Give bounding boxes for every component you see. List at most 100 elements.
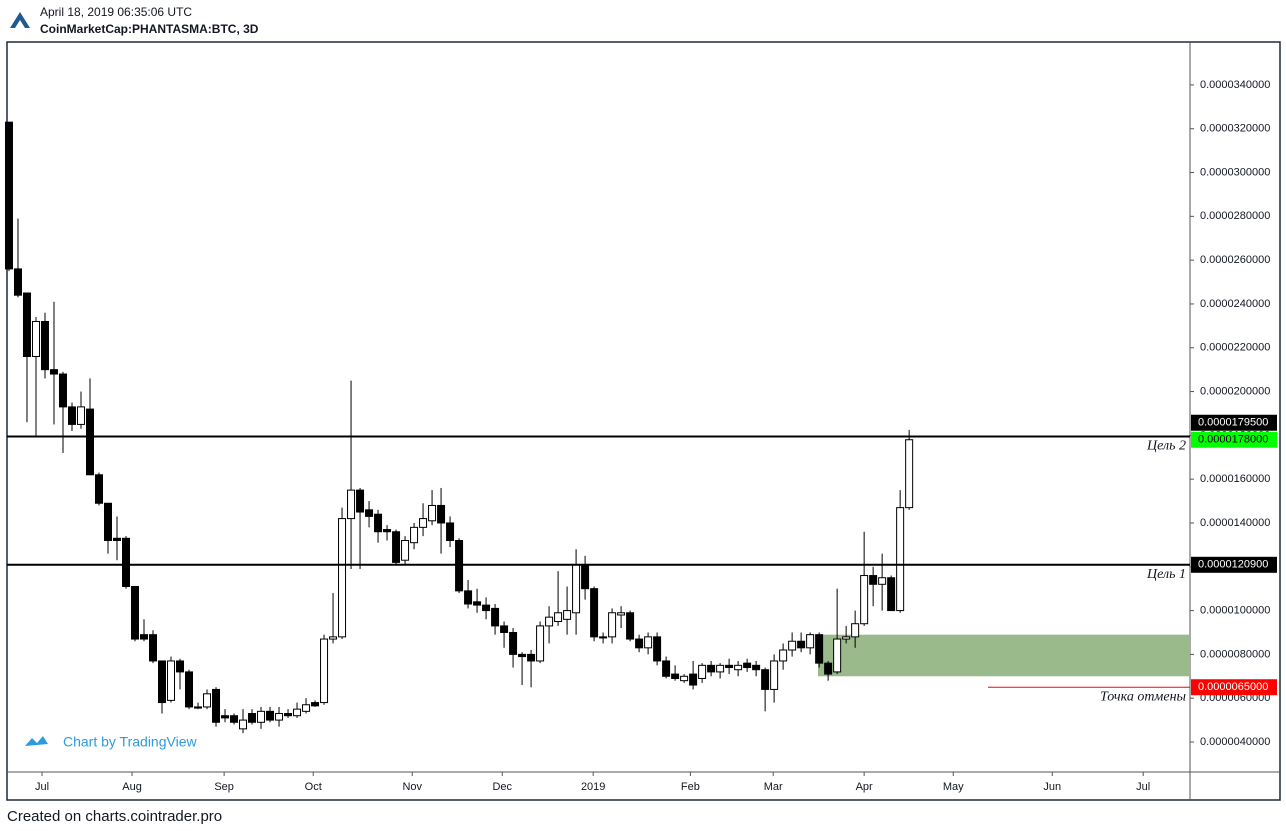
candle-body: [716, 664, 725, 673]
candle-body: [500, 625, 509, 633]
candle-body: [617, 612, 626, 616]
candle-body: [464, 590, 473, 605]
candle-body: [194, 706, 203, 709]
candle-body: [149, 634, 158, 662]
candle-body: [590, 588, 599, 638]
candle-body: [365, 509, 374, 517]
x-tick-label: Dec: [492, 781, 512, 793]
candle-body: [644, 636, 653, 649]
candle-body: [752, 664, 761, 671]
candle-body: [49, 369, 58, 375]
x-tick-label: 2019: [581, 781, 605, 793]
candle-body: [896, 507, 905, 612]
candle-body: [167, 660, 176, 701]
level-tag-label: 0.0000065000: [1198, 681, 1268, 693]
candle-body: [536, 625, 545, 662]
candle-body: [491, 607, 500, 627]
candle-body: [239, 719, 248, 730]
candle-body: [374, 513, 383, 533]
candle-body: [446, 522, 455, 541]
footer: Created on charts.cointrader.pro: [7, 808, 222, 825]
candle-body: [707, 664, 716, 673]
level-tag-label: 0.0000120900: [1198, 559, 1268, 571]
candle-body: [275, 713, 284, 721]
last-price-label: 0.0000178000: [1198, 434, 1268, 446]
candle-body: [176, 660, 185, 673]
candle-body: [509, 631, 518, 655]
candle-body: [815, 634, 824, 664]
watermark: Chart by TradingView: [20, 726, 197, 758]
level-annotation: Точка отмены: [1100, 689, 1186, 704]
candle-body: [356, 489, 365, 513]
candle-body: [410, 526, 419, 544]
chart-frame: [6, 41, 1281, 801]
candle-body: [572, 564, 581, 614]
candle-body: [518, 653, 527, 658]
watermark-text: Chart by TradingView: [63, 734, 197, 750]
candle-body: [13, 268, 22, 296]
zone: [818, 634, 1190, 677]
y-tick-label: 0.0000260000: [1200, 254, 1270, 266]
candle-body: [113, 537, 122, 541]
level-tag-label: 0.0000179500: [1198, 417, 1268, 429]
header-datetime: April 18, 2019 06:35:06 UTC: [40, 5, 192, 19]
y-tick-label: 0.0000320000: [1200, 123, 1270, 135]
candle-body: [788, 640, 797, 651]
y-tick-label: 0.0000200000: [1200, 385, 1270, 397]
candle-body: [734, 664, 743, 671]
candle-body: [94, 474, 103, 504]
level-tag: [1191, 679, 1277, 696]
plot: 0.00000400000.00000600000.00000800000.00…: [4, 79, 1277, 793]
x-tick-label: Nov: [402, 781, 422, 793]
candle-body: [797, 640, 806, 649]
candle-body: [122, 537, 131, 587]
x-tick-label: Aug: [122, 781, 142, 793]
candle-body: [347, 489, 356, 520]
candle-body: [833, 638, 842, 673]
candle-body: [806, 634, 815, 649]
candle-body: [860, 575, 869, 625]
candle-body: [230, 715, 239, 723]
candle-body: [545, 616, 554, 627]
candle-body: [22, 292, 31, 358]
candle-body: [293, 708, 302, 717]
candle-body: [203, 693, 212, 708]
candle-body: [473, 601, 482, 606]
y-tick-label: 0.0000040000: [1200, 736, 1270, 748]
x-tick-label: Sep: [214, 781, 234, 793]
candle-body: [779, 649, 788, 662]
y-tick-label: 0.0000100000: [1200, 604, 1270, 616]
candle-body: [437, 504, 446, 524]
candle-body: [4, 121, 13, 270]
candle-body: [689, 673, 698, 686]
candle-body: [40, 320, 49, 371]
candle-body: [31, 320, 40, 358]
x-tick-label: Jun: [1043, 781, 1061, 793]
candle-body: [302, 704, 311, 712]
candle-body: [599, 636, 608, 639]
candle-body: [842, 636, 851, 640]
candle-body: [581, 564, 590, 590]
y-tick-label: 0.0000240000: [1200, 298, 1270, 310]
candle-body: [329, 636, 338, 640]
candle-body: [401, 539, 410, 561]
candle-body: [266, 710, 275, 721]
candle-body: [311, 702, 320, 707]
candle-body: [887, 577, 896, 612]
candle-body: [221, 715, 230, 719]
y-tick-label: 0.0000220000: [1200, 342, 1270, 354]
candle-body: [383, 529, 392, 533]
x-tick-label: Apr: [856, 781, 873, 793]
candle-body: [248, 713, 257, 723]
candle-body: [482, 604, 491, 612]
candle-body: [824, 662, 833, 675]
candle-body: [158, 660, 167, 704]
candle-body: [320, 638, 329, 704]
y-tick-label: 0.0000340000: [1200, 79, 1270, 91]
candle-body: [392, 531, 401, 563]
candle-body: [743, 662, 752, 669]
last-price-tag: [1191, 431, 1277, 448]
candle-body: [131, 585, 140, 640]
header-symbol: CoinMarketCap:PHANTASMA:BTC, 3D: [40, 22, 259, 36]
